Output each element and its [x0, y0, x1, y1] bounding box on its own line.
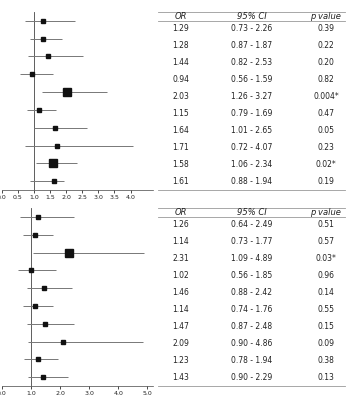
Text: 0.90 - 2.29: 0.90 - 2.29 — [231, 373, 272, 382]
Text: 1.29: 1.29 — [172, 24, 189, 34]
Text: 0.87 - 2.48: 0.87 - 2.48 — [231, 322, 272, 331]
Text: 0.03*: 0.03* — [316, 254, 336, 263]
Text: p value: p value — [310, 12, 341, 21]
Text: 0.57: 0.57 — [317, 238, 334, 246]
Text: 0.73 - 2.26: 0.73 - 2.26 — [231, 24, 272, 34]
Text: 1.02: 1.02 — [172, 271, 189, 280]
Text: 2.09: 2.09 — [172, 339, 189, 348]
Text: 1.14: 1.14 — [172, 238, 189, 246]
Text: 1.43: 1.43 — [172, 373, 189, 382]
Text: 0.22: 0.22 — [317, 42, 334, 50]
Text: 0.02*: 0.02* — [316, 160, 336, 169]
Text: 0.72 - 4.07: 0.72 - 4.07 — [231, 143, 272, 152]
Text: 95% CI: 95% CI — [237, 12, 266, 21]
Text: 0.88 - 1.94: 0.88 - 1.94 — [231, 177, 272, 186]
Text: 1.09 - 4.89: 1.09 - 4.89 — [231, 254, 272, 263]
Text: OR: OR — [174, 208, 187, 217]
Text: 0.64 - 2.49: 0.64 - 2.49 — [231, 220, 272, 230]
Text: OR: OR — [174, 12, 187, 21]
Text: 95% CI: 95% CI — [237, 208, 266, 217]
Text: 0.79 - 1.69: 0.79 - 1.69 — [231, 109, 272, 118]
Text: 1.23: 1.23 — [172, 356, 189, 365]
Text: 2.03: 2.03 — [172, 92, 189, 101]
Text: 1.46: 1.46 — [172, 288, 189, 297]
Text: 0.19: 0.19 — [317, 177, 334, 186]
Text: 0.56 - 1.85: 0.56 - 1.85 — [231, 271, 272, 280]
Text: 0.88 - 2.42: 0.88 - 2.42 — [231, 288, 272, 297]
Text: 0.51: 0.51 — [317, 220, 334, 230]
Text: 1.28: 1.28 — [172, 42, 189, 50]
Text: 1.44: 1.44 — [172, 58, 189, 67]
Text: 0.55: 0.55 — [317, 305, 334, 314]
Text: 0.90 - 4.86: 0.90 - 4.86 — [231, 339, 272, 348]
Text: 0.23: 0.23 — [317, 143, 334, 152]
Text: 1.47: 1.47 — [172, 322, 189, 331]
Text: 0.82 - 2.53: 0.82 - 2.53 — [231, 58, 272, 67]
Text: 0.09: 0.09 — [317, 339, 334, 348]
Text: p value: p value — [310, 208, 341, 217]
Text: 1.06 - 2.34: 1.06 - 2.34 — [231, 160, 272, 169]
Text: 0.96: 0.96 — [317, 271, 334, 280]
Text: 0.47: 0.47 — [317, 109, 334, 118]
Text: 1.64: 1.64 — [172, 126, 189, 135]
Text: 0.38: 0.38 — [317, 356, 334, 365]
Text: 0.56 - 1.59: 0.56 - 1.59 — [231, 75, 272, 84]
Text: 0.87 - 1.87: 0.87 - 1.87 — [231, 42, 272, 50]
Text: 0.74 - 1.76: 0.74 - 1.76 — [231, 305, 272, 314]
Text: 1.58: 1.58 — [172, 160, 189, 169]
Text: 1.61: 1.61 — [172, 177, 189, 186]
Text: 1.26 - 3.27: 1.26 - 3.27 — [231, 92, 272, 101]
Text: 0.39: 0.39 — [317, 24, 334, 34]
Text: 1.26: 1.26 — [172, 220, 189, 230]
Text: 0.05: 0.05 — [317, 126, 334, 135]
Text: 2.31: 2.31 — [172, 254, 189, 263]
Text: 0.004*: 0.004* — [313, 92, 339, 101]
Text: 0.78 - 1.94: 0.78 - 1.94 — [231, 356, 272, 365]
Text: 1.14: 1.14 — [172, 305, 189, 314]
Text: 0.20: 0.20 — [317, 58, 334, 67]
Text: 0.82: 0.82 — [317, 75, 334, 84]
Text: 1.01 - 2.65: 1.01 - 2.65 — [231, 126, 272, 135]
Text: 0.14: 0.14 — [317, 288, 334, 297]
Text: 1.15: 1.15 — [172, 109, 189, 118]
Text: 0.73 - 1.77: 0.73 - 1.77 — [231, 238, 272, 246]
Text: 0.15: 0.15 — [317, 322, 334, 331]
Text: 0.13: 0.13 — [317, 373, 334, 382]
Text: 1.71: 1.71 — [172, 143, 189, 152]
Text: 0.94: 0.94 — [172, 75, 189, 84]
